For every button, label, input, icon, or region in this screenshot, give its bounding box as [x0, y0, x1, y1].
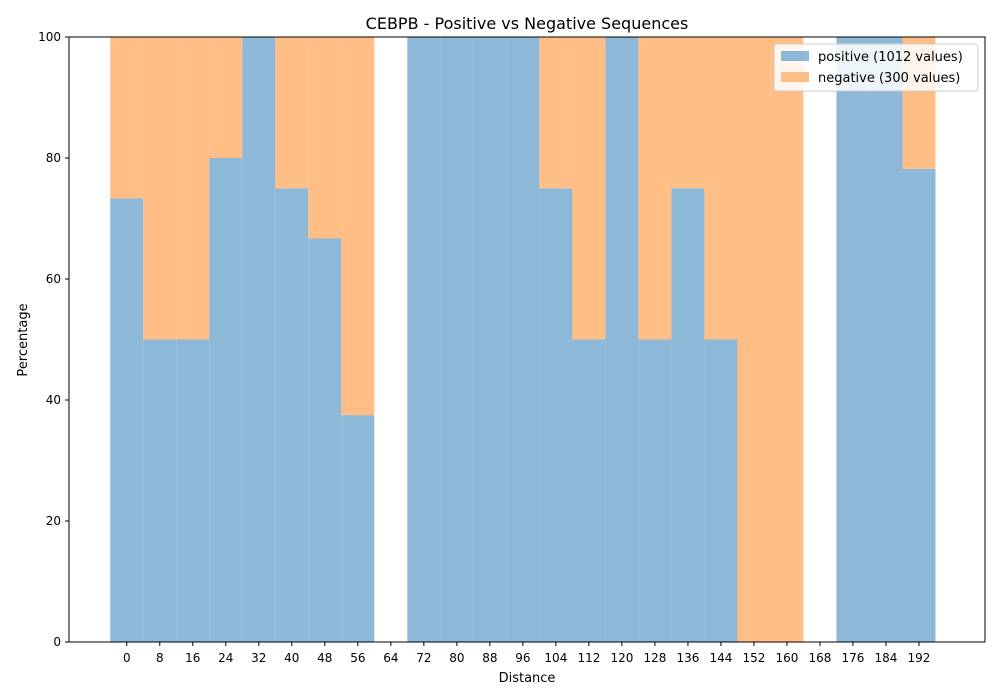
x-tick-label: 112	[577, 651, 600, 665]
y-tick-label: 100	[38, 30, 61, 44]
negative-bar-40	[275, 37, 309, 189]
x-tick-label: 136	[676, 651, 699, 665]
legend-swatch	[781, 72, 809, 82]
positive-bar-144	[704, 339, 738, 642]
positive-bar-24	[209, 158, 243, 642]
x-tick-label: 176	[842, 651, 865, 665]
x-tick-label: 64	[383, 651, 398, 665]
x-tick-label: 144	[709, 651, 732, 665]
y-tick-label: 20	[46, 514, 61, 528]
x-tick-label: 120	[610, 651, 633, 665]
positive-bar-72	[407, 37, 441, 642]
x-tick-label: 56	[350, 651, 365, 665]
legend-box	[773, 43, 979, 92]
positive-bar-80	[440, 37, 474, 642]
negative-bar-16	[176, 37, 210, 340]
negative-bar-0	[110, 37, 144, 199]
x-tick-label: 152	[742, 651, 765, 665]
y-axis-title: Percentage	[16, 303, 31, 376]
x-tick-label: 48	[317, 651, 332, 665]
negative-bar-104	[539, 37, 573, 189]
y-tick-label: 0	[53, 635, 61, 649]
x-axis: 0 8 16 24 32 40 48 56 64 72 80 88 96 104 112 120 128 136 1…	[123, 642, 930, 665]
negative-bar-152	[737, 37, 771, 642]
negative-bar-136	[671, 37, 705, 189]
x-tick-label: 24	[218, 651, 233, 665]
positive-bar-112	[572, 339, 606, 642]
x-tick-label: 16	[185, 651, 200, 665]
positive-bar-128	[638, 339, 672, 642]
positive-bar-88	[473, 37, 507, 642]
x-tick-label: 128	[643, 651, 666, 665]
positive-bar-40	[275, 188, 309, 642]
x-tick-label: 32	[251, 651, 266, 665]
legend-label: negative (300 values)	[818, 71, 960, 86]
x-tick-label: 72	[416, 651, 431, 665]
positive-bar-32	[242, 37, 276, 642]
positive-bar-56	[341, 415, 375, 642]
x-tick-label: 104	[544, 651, 567, 665]
positive-bar-48	[308, 238, 342, 642]
y-tick-label: 80	[46, 151, 61, 165]
positive-bar-192	[902, 168, 936, 642]
positive-bar-16	[176, 339, 210, 642]
chart-title: CEBPB - Positive vs Negative Sequences	[366, 14, 689, 33]
legend-swatch	[781, 51, 809, 61]
legend: positive (1012 values) negative (300 valu…	[773, 43, 979, 92]
negative-bar-24	[209, 37, 243, 158]
positive-bar-184	[869, 37, 903, 642]
y-tick-label: 40	[46, 393, 61, 407]
negative-bar-128	[638, 37, 672, 340]
positive-bar-136	[671, 188, 705, 642]
negative-bar-8	[143, 37, 177, 340]
negative-bar-112	[572, 37, 606, 340]
y-axis: 0 20 40 60 80 100	[38, 30, 69, 649]
x-tick-label: 0	[123, 651, 131, 665]
plot-frame	[68, 36, 986, 643]
x-tick-label: 80	[449, 651, 464, 665]
positive-bar-176	[836, 37, 870, 642]
x-tick-label: 96	[515, 651, 530, 665]
positive-bar-120	[605, 37, 639, 642]
y-tick-label: 60	[46, 272, 61, 286]
x-axis-title: Distance	[499, 671, 556, 686]
positive-bar-104	[539, 188, 573, 642]
x-tick-label: 160	[775, 651, 798, 665]
x-tick-label: 192	[908, 651, 931, 665]
negative-bar-144	[704, 37, 738, 340]
positive-bar-96	[506, 37, 540, 642]
x-tick-label: 8	[156, 651, 164, 665]
positive-bar-8	[143, 339, 177, 642]
legend-label: positive (1012 values)	[818, 50, 963, 65]
positive-bar-0	[110, 198, 144, 642]
x-tick-label: 40	[284, 651, 299, 665]
x-tick-label: 168	[809, 651, 832, 665]
x-tick-label: 184	[875, 651, 898, 665]
bars-group	[110, 37, 936, 642]
negative-bar-56	[341, 37, 375, 416]
negative-bar-48	[308, 37, 342, 239]
x-tick-label: 88	[482, 651, 497, 665]
negative-bar-160	[770, 37, 804, 642]
